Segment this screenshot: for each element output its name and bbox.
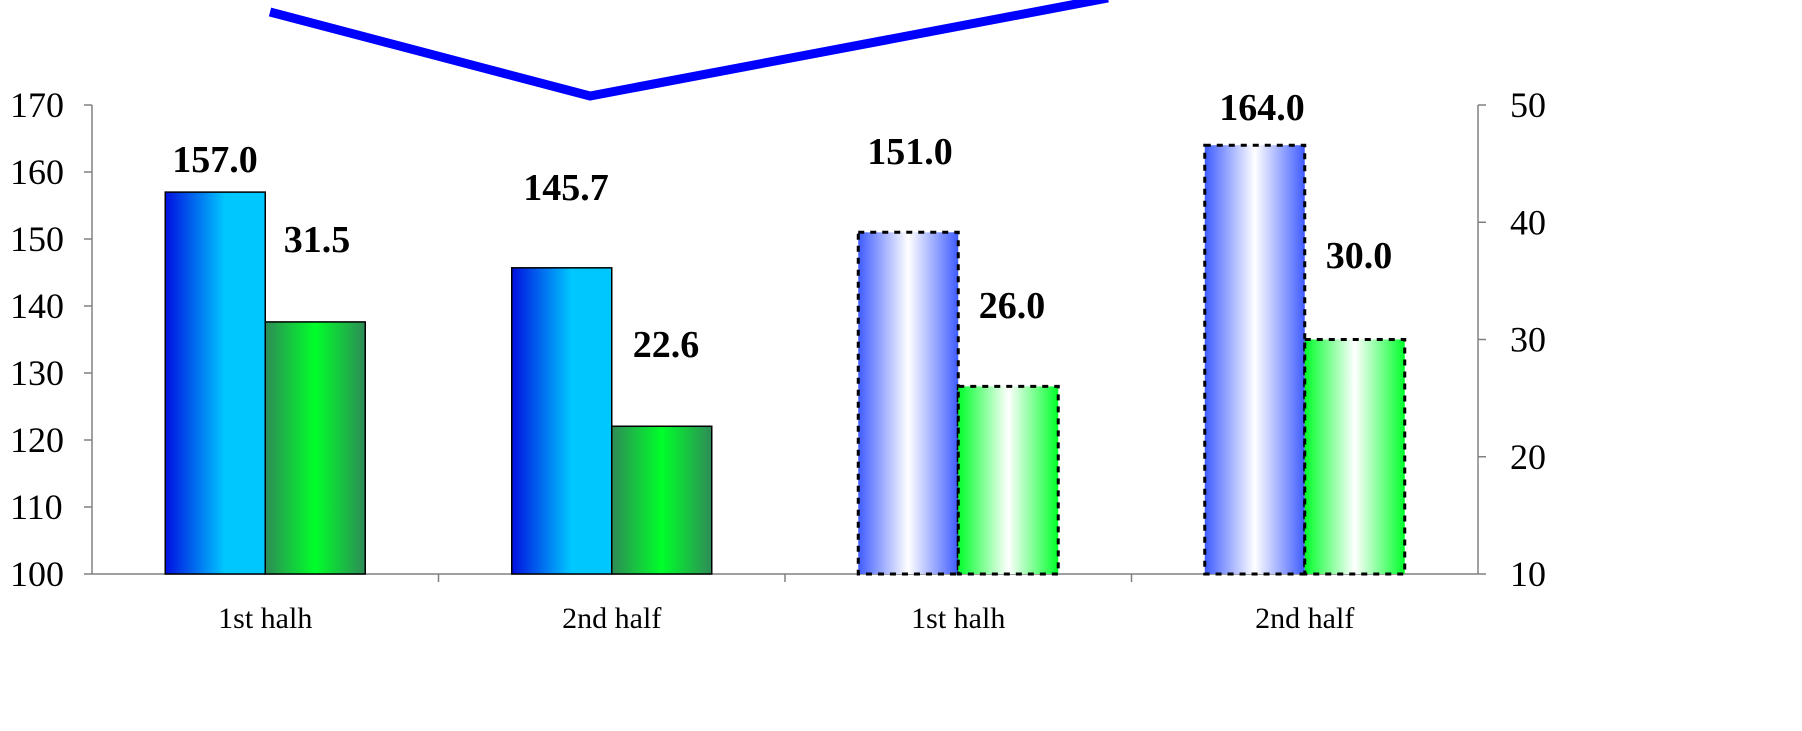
data-label-series2: 30.0 (1326, 235, 1393, 277)
line-series (268, 0, 1109, 101)
y-right-tick-label: 20 (1510, 437, 1546, 477)
y-left-tick-label: 120 (10, 420, 64, 460)
x-tick-label: 2nd half (562, 602, 661, 635)
y-left-tick-label: 140 (10, 286, 64, 326)
data-label-series1: 145.7 (523, 167, 609, 209)
data-label-series2: 26.0 (979, 285, 1046, 327)
bar-series1 (856, 230, 960, 576)
y-right-tick-label: 30 (1510, 320, 1546, 360)
line-series-path (268, 0, 1109, 101)
y-right-tick-label: 10 (1510, 554, 1546, 594)
bars (164, 143, 1407, 576)
data-label-series1: 164.0 (1219, 87, 1305, 129)
bar-series1 (511, 267, 613, 575)
bar-series1 (1203, 143, 1307, 576)
bar-series1 (164, 191, 266, 575)
data-label-series2: 22.6 (633, 324, 700, 366)
y-left-tick-label: 160 (10, 152, 64, 192)
bar-series2 (611, 425, 713, 575)
axes: 100 110 120 130 140 150 160 170 10 20 30 40 50 1st ha… (10, 85, 1546, 635)
bar-series2 (956, 384, 1060, 576)
bar-series2 (264, 321, 366, 575)
x-tick-label: 2nd half (1255, 602, 1354, 635)
bar-series2 (1303, 338, 1407, 576)
y-right-tick-label: 40 (1510, 202, 1546, 242)
data-label-series2: 31.5 (284, 219, 351, 261)
data-label-series1: 157.0 (172, 139, 258, 181)
y-left-tick-label: 110 (10, 487, 63, 527)
data-label-series1: 151.0 (867, 131, 953, 173)
labels: 157.0 31.5 145.7 22.6 151.0 26.0 164.0 30.0 (172, 87, 1392, 366)
y-left-tick-label: 130 (10, 353, 64, 393)
x-tick-label: 1st halh (911, 602, 1005, 635)
y-left-tick-label: 170 (10, 85, 64, 125)
x-tick-label: 1st halh (218, 602, 312, 635)
y-right-tick-label: 50 (1510, 85, 1546, 125)
y-left-tick-label: 100 (10, 554, 64, 594)
y-left-tick-label: 150 (10, 219, 64, 259)
